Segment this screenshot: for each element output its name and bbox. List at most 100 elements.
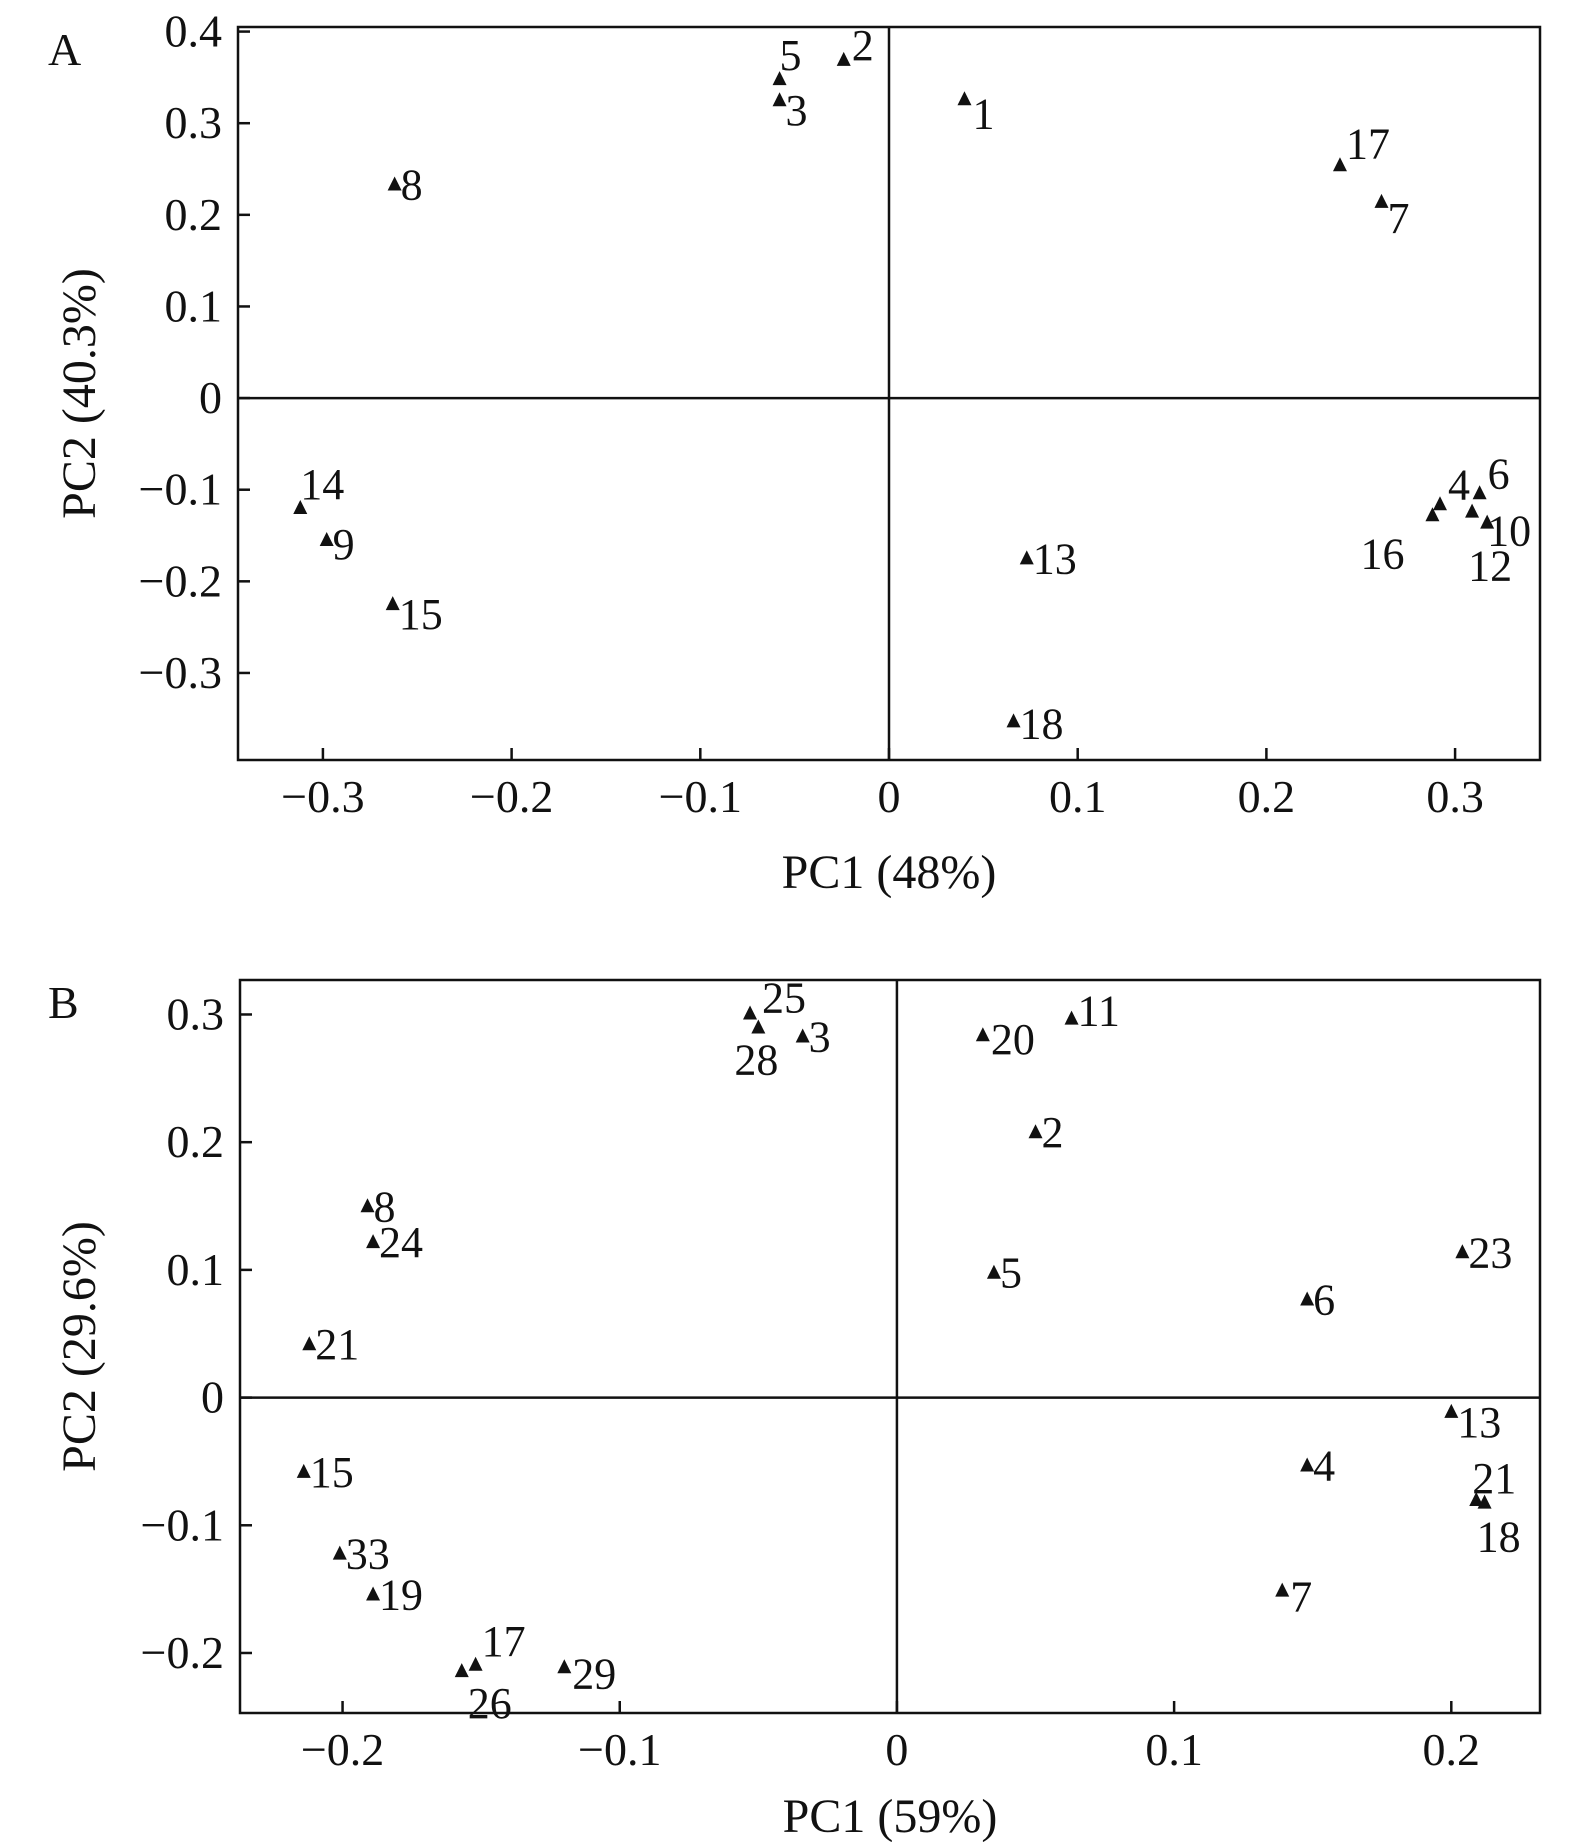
y-tick-label: 0.4: [165, 6, 223, 57]
scatter-point-marker: [1275, 1582, 1290, 1597]
y-tick-label: −0.2: [141, 1627, 224, 1678]
scatter-point-marker: [1006, 713, 1021, 728]
scatter-point-marker: [1374, 193, 1389, 208]
point-label: 25: [762, 973, 806, 1022]
point-label: 4: [1448, 460, 1470, 509]
x-tick-label: 0.2: [1238, 771, 1296, 822]
scatter-point-marker: [1469, 1492, 1484, 1507]
point-label: 11: [1078, 987, 1120, 1036]
point-label: 28: [734, 1036, 778, 1085]
scatter-point-marker: [836, 51, 851, 66]
scatter-point-marker: [1332, 157, 1347, 172]
point-label: 6: [1313, 1276, 1335, 1325]
scatter-point-marker: [293, 499, 308, 514]
x-tick-label: 0.3: [1426, 771, 1484, 822]
y-tick-label: 0.2: [167, 1116, 225, 1167]
x-tick-label: 0.1: [1049, 771, 1107, 822]
point-label: 3: [809, 1012, 831, 1061]
point-label: 5: [1000, 1249, 1022, 1298]
scatter-point-marker: [986, 1264, 1001, 1279]
point-label: 17: [482, 1617, 526, 1666]
point-label: 10: [1487, 507, 1531, 556]
scatter-point-marker: [795, 1028, 810, 1043]
x-tick-label: −0.1: [578, 1724, 661, 1775]
point-label: 16: [1360, 529, 1404, 578]
point-label: 17: [1346, 119, 1390, 168]
scatter-point-marker: [387, 176, 402, 191]
point-label: 18: [1477, 1513, 1521, 1562]
scatter-point-marker: [772, 71, 787, 86]
scatter-point-marker: [366, 1586, 381, 1601]
point-label: 18: [1020, 699, 1064, 748]
x-tick-label: −0.2: [301, 1724, 384, 1775]
x-tick-label: 0: [878, 771, 901, 822]
scatter-point-marker: [1432, 496, 1447, 511]
point-label: 2: [852, 21, 874, 70]
y-tick-label: 0: [201, 1372, 224, 1423]
scatter-point-marker: [319, 532, 334, 547]
y-tick-label: −0.1: [139, 464, 222, 515]
x-tick-label: −0.2: [470, 771, 553, 822]
point-label: 26: [468, 1679, 512, 1728]
scatter-point-marker: [360, 1198, 375, 1213]
point-label: 12: [1468, 542, 1512, 591]
y-tick-label: 0: [199, 372, 222, 423]
y-tick-label: 0.2: [165, 189, 223, 240]
scatter-point-marker: [1425, 507, 1440, 522]
point-label: 20: [991, 1015, 1035, 1064]
point-label: 4: [1313, 1442, 1335, 1491]
point-label: 13: [1457, 1398, 1501, 1447]
x-tick-label: −0.1: [659, 771, 742, 822]
y-tick-label: 0.3: [167, 988, 225, 1039]
scatter-point-marker: [957, 91, 972, 106]
panel-b: −0.2 −0.1 0 0.1 0.2 −0.2 −0.1 0 0.1 0.2 0.3 B PC1 (5…: [48, 973, 1542, 1842]
scatter-point-marker: [1028, 1124, 1043, 1139]
point-label: 13: [1033, 534, 1077, 583]
point-label: 15: [310, 1448, 354, 1497]
x-axis-title: PC1 (48%): [782, 846, 997, 899]
point-label: 21: [315, 1320, 359, 1369]
scatter-point-marker: [366, 1234, 381, 1249]
scatter-point-marker: [1300, 1291, 1315, 1306]
x-tick-label: −0.3: [281, 771, 364, 822]
point-label: 1: [972, 89, 994, 138]
scatter-point-marker: [975, 1027, 990, 1042]
scatter-point-marker: [296, 1463, 311, 1478]
point-label: 5: [780, 31, 802, 80]
scatter-point-marker: [743, 1005, 758, 1020]
y-axis-title: PC2 (40.3%): [53, 268, 106, 519]
x-tick-label: 0: [885, 1724, 908, 1775]
x-tick-label: 0.1: [1145, 1724, 1203, 1775]
point-label: 2: [1042, 1108, 1064, 1157]
point-label: 24: [379, 1218, 423, 1267]
scatter-point-marker: [468, 1656, 483, 1671]
y-tick-label: −0.3: [139, 647, 222, 698]
point-label: 14: [300, 460, 344, 509]
point-label: 19: [379, 1571, 423, 1620]
panel-letter: B: [48, 977, 79, 1028]
point-label: 15: [399, 590, 443, 639]
scatter-point-marker: [1019, 550, 1034, 565]
plot-frame: [238, 978, 1542, 1715]
point-label: 7: [1387, 194, 1409, 243]
scatter-point-marker: [1477, 1494, 1492, 1509]
x-tick-label: 0.2: [1423, 1724, 1481, 1775]
scatter-point-marker: [1444, 1403, 1459, 1418]
point-label: 8: [374, 1182, 396, 1231]
scatter-point-marker: [1064, 1010, 1079, 1025]
scatter-point-marker: [1480, 514, 1495, 529]
scatter-point-marker: [1455, 1244, 1470, 1259]
point-label: 29: [572, 1649, 616, 1698]
point-label: 33: [346, 1530, 390, 1579]
scatter-point-marker: [557, 1659, 572, 1674]
y-tick-label: −0.1: [141, 1499, 224, 1550]
scatter-point-marker: [751, 1019, 766, 1034]
point-label: 3: [786, 86, 808, 135]
scatter-point-marker: [772, 92, 787, 107]
panel-letter: A: [48, 24, 81, 75]
scatter-point-marker: [1465, 503, 1480, 518]
point-label: 23: [1468, 1228, 1512, 1277]
scatter-point-marker: [302, 1336, 317, 1351]
scatter-point-marker: [385, 596, 400, 611]
point-label: 7: [1290, 1573, 1312, 1622]
